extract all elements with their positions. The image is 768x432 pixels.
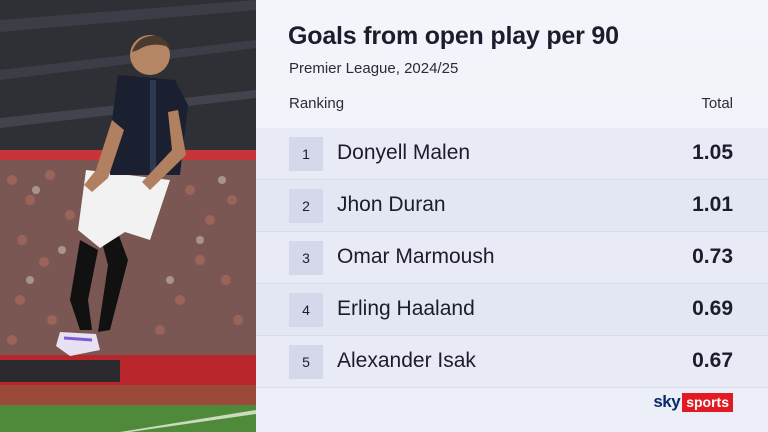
player-name: Omar Marmoush xyxy=(337,245,495,268)
stats-card: Goals from open play per 90 Premier Leag… xyxy=(256,0,768,432)
logo-sky-text: sky xyxy=(653,392,681,411)
player-name: Donyell Malen xyxy=(337,141,471,164)
player-photo xyxy=(0,0,256,432)
rank-badge: 5 xyxy=(289,345,323,379)
table-row: 2 Jhon Duran 1.01 xyxy=(256,180,768,232)
player-photo-illustration xyxy=(0,0,256,432)
rank-badge: 4 xyxy=(289,293,323,327)
player-value: 1.05 xyxy=(692,141,733,164)
player-name: Erling Haaland xyxy=(337,297,475,320)
player-name: Alexander Isak xyxy=(337,349,476,372)
player-value: 0.73 xyxy=(692,245,733,268)
table-row: 1 Donyell Malen 1.05 xyxy=(256,128,768,180)
graphic-title: Goals from open play per 90 xyxy=(288,22,619,50)
logo-sports-text: sports xyxy=(682,392,733,412)
table-row: 5 Alexander Isak 0.67 xyxy=(256,336,768,388)
player-value: 0.69 xyxy=(692,297,733,320)
ranking-table: 1 Donyell Malen 1.05 2 Jhon Duran 1.01 3… xyxy=(256,128,768,388)
rank-badge: 3 xyxy=(289,241,323,275)
column-header-total: Total xyxy=(701,95,733,112)
player-value: 1.01 xyxy=(692,193,733,216)
column-header-ranking: Ranking xyxy=(289,95,345,112)
rank-badge: 2 xyxy=(289,189,323,223)
graphic-subtitle: Premier League, 2024/25 xyxy=(289,60,459,77)
table-row: 3 Omar Marmoush 0.73 xyxy=(256,232,768,284)
player-name: Jhon Duran xyxy=(337,193,446,216)
table-row: 4 Erling Haaland 0.69 xyxy=(256,284,768,336)
player-value: 0.67 xyxy=(692,349,733,372)
rank-badge: 1 xyxy=(289,137,323,171)
sky-sports-logo: sky sports xyxy=(653,392,733,412)
